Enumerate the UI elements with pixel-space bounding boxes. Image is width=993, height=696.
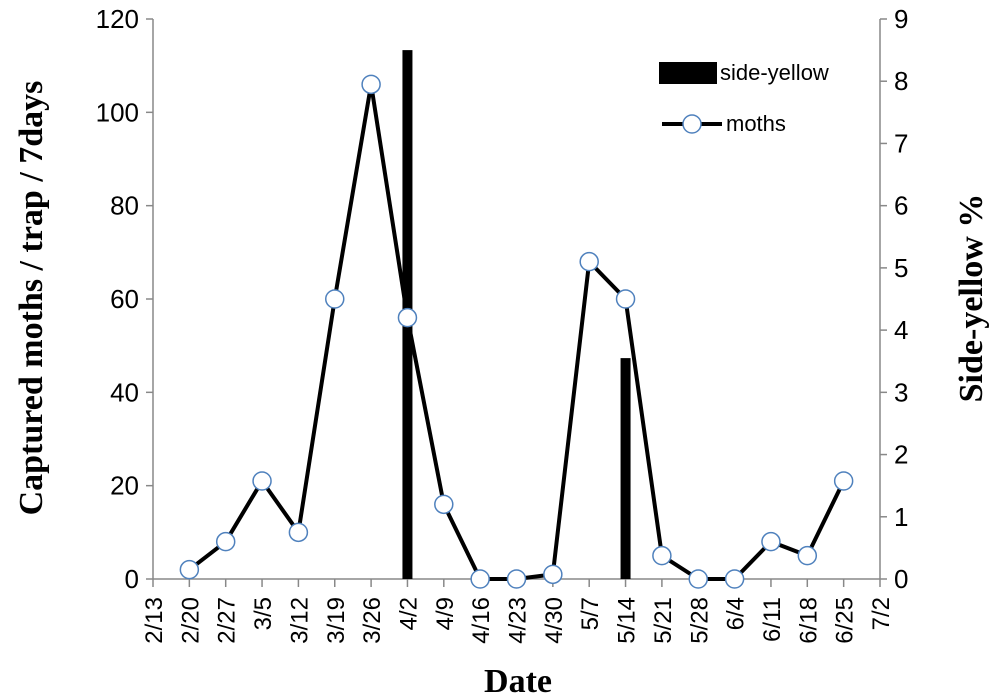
moths-point xyxy=(761,531,781,552)
moths-point xyxy=(797,545,818,566)
y-right-tick-label: 4 xyxy=(894,315,908,345)
x-tick-label: 3/19 xyxy=(323,597,350,644)
moths-point xyxy=(434,494,454,515)
x-tick-label: 4/23 xyxy=(505,597,532,644)
moths-point xyxy=(179,559,200,580)
y-right-tick-label: 3 xyxy=(894,377,908,407)
axes xyxy=(146,18,887,587)
x-tick-label: 5/14 xyxy=(614,597,641,644)
x-tick-label: 2/20 xyxy=(177,597,204,644)
x-tick-label: 5/7 xyxy=(577,597,604,630)
y-left-tick-label: 60 xyxy=(110,284,139,314)
moths-markers xyxy=(179,74,854,589)
moths-point xyxy=(615,289,636,309)
y-right-tick-label: 0 xyxy=(894,564,908,594)
x-tick-label: 7/2 xyxy=(868,597,895,630)
y-axis-right-title: Side-yellow % xyxy=(953,194,990,403)
moths-point xyxy=(506,569,527,589)
moths-point xyxy=(652,545,672,566)
moths-point xyxy=(470,569,490,589)
moths-point xyxy=(215,531,236,552)
y-right-tick-label: 6 xyxy=(894,191,908,221)
y-right-tick-label: 1 xyxy=(894,502,908,532)
moths-point xyxy=(361,74,381,95)
y-left-tick-label: 20 xyxy=(110,471,139,501)
legend-label-side-yellow: side-yellow xyxy=(720,60,829,85)
side-yellow-bar xyxy=(620,358,631,579)
moths-point xyxy=(688,569,708,589)
y-left-tick-label: 40 xyxy=(110,377,139,407)
y-left-tick-label: 100 xyxy=(96,97,139,127)
moths-point xyxy=(833,471,854,491)
moths-point xyxy=(397,307,418,328)
x-tick-label: 6/4 xyxy=(723,597,750,630)
moths-point xyxy=(543,564,563,585)
x-tick-label: 4/16 xyxy=(468,597,495,644)
x-tick-label: 6/18 xyxy=(795,597,822,644)
x-tick-label: 3/26 xyxy=(359,597,386,644)
x-tick-label: 2/13 xyxy=(141,597,168,644)
moths-point xyxy=(288,522,309,543)
x-tick-label: 6/11 xyxy=(759,597,786,642)
moths-point xyxy=(724,569,745,589)
tick-labels: 0 20 40 60 80 100 120 0 1 2 3 4 5 6 7 8 9 2/13 2/20 2/27 3/5… xyxy=(96,4,909,644)
moths-line xyxy=(188,82,846,581)
x-tick-label: 3/5 xyxy=(250,597,277,630)
moths-point xyxy=(252,471,272,491)
x-tick-label: 5/21 xyxy=(650,597,677,644)
x-tick-label: 2/27 xyxy=(214,597,241,644)
x-tick-label: 5/28 xyxy=(686,597,713,644)
legend: side-yellow moths xyxy=(659,60,829,136)
moths-point xyxy=(325,289,345,309)
y-right-tick-label: 9 xyxy=(894,4,908,34)
y-axis-left-title: Captured moths / trap / 7days xyxy=(13,81,50,516)
x-tick-label: 4/9 xyxy=(432,597,459,630)
y-left-tick-label: 0 xyxy=(125,564,139,594)
y-left-tick-label: 80 xyxy=(110,191,139,221)
legend-swatch-side-yellow xyxy=(659,62,717,84)
x-tick-label: 4/30 xyxy=(541,597,568,644)
y-right-tick-label: 7 xyxy=(894,128,908,158)
y-right-tick-label: 8 xyxy=(894,66,908,96)
moths-line-layer xyxy=(188,82,846,581)
x-tick-label: 4/2 xyxy=(395,597,422,630)
x-axis-title: Date xyxy=(484,663,552,696)
legend-swatch-moths-marker xyxy=(682,114,702,134)
x-tick-label: 3/12 xyxy=(286,597,313,644)
y-right-tick-label: 2 xyxy=(894,440,908,470)
legend-label-moths: moths xyxy=(726,111,786,136)
x-tick-label: 6/25 xyxy=(832,597,859,644)
y-right-tick-label: 5 xyxy=(894,253,908,283)
y-left-tick-label: 120 xyxy=(96,4,139,34)
moths-point xyxy=(579,251,599,272)
